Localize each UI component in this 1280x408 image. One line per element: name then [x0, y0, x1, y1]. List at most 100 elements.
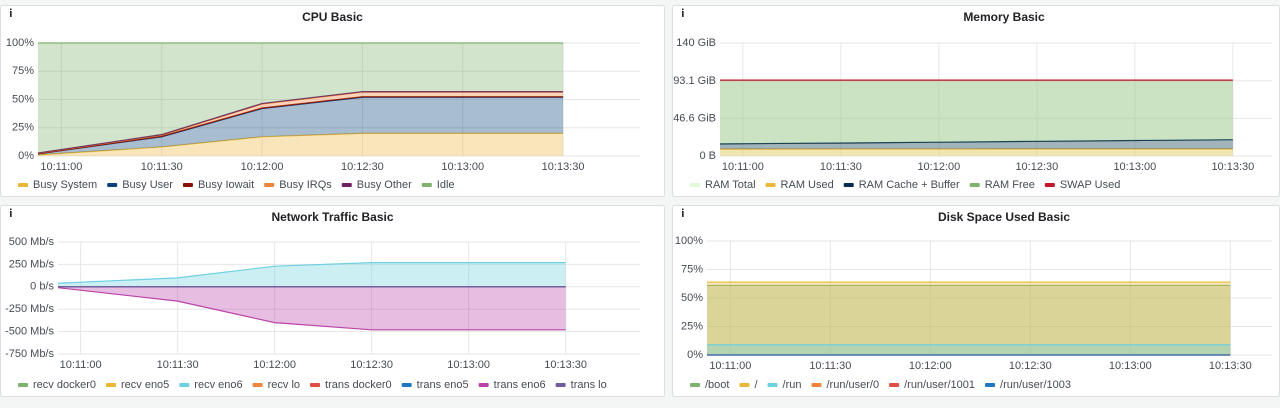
legend-label: trans docker0 [325, 379, 392, 391]
panel: Memory Basic 0 B 46.6 GiB 93.1 GiB 140 GiB 10… [673, 6, 1280, 197]
y-tick-label: 0% [18, 150, 34, 162]
legend-swatch [766, 183, 776, 187]
legend-swatch [812, 383, 822, 387]
legend-label: recv docker0 [33, 379, 96, 391]
panel-title: Memory Basic [963, 10, 1045, 24]
x-tick-label: 10:12:30 [1009, 360, 1052, 372]
panel-title: Disk Space Used Basic [938, 210, 1070, 224]
legend-swatch [183, 183, 193, 187]
legend-label: /run/user/1001 [904, 379, 975, 391]
legend-label: Busy User [122, 179, 173, 191]
area-fill [707, 345, 1230, 355]
legend-label: Idle [437, 179, 455, 191]
y-tick-label: -750 Mb/s [5, 348, 54, 360]
legend-swatch [889, 383, 899, 387]
x-tick-label: 10:13:30 [1209, 360, 1252, 372]
y-tick-label: -500 Mb/s [5, 326, 54, 338]
x-tick-label: 10:12:00 [241, 161, 284, 173]
y-tick-label: 250 Mb/s [9, 258, 55, 270]
x-tick-label: 10:11:30 [141, 161, 183, 173]
x-tick-label: 10:11:00 [722, 161, 764, 173]
legend-swatch [422, 183, 432, 187]
panel-title: Network Traffic Basic [271, 210, 393, 224]
legend-label: trans eno6 [494, 379, 546, 391]
x-tick-label: 10:12:30 [341, 161, 384, 173]
y-tick-label: 25% [12, 122, 34, 134]
legend-label: SWAP Used [1060, 179, 1121, 191]
legend-label: Busy Iowait [198, 179, 254, 191]
info-icon-stem [10, 211, 12, 217]
legend-swatch [844, 183, 854, 187]
legend-label: RAM Cache + Buffer [859, 179, 960, 191]
legend-label: RAM Total [705, 179, 756, 191]
x-tick-label: 10:13:30 [544, 359, 587, 371]
x-tick-label: 10:13:00 [1113, 161, 1156, 173]
y-tick-label: 0% [687, 349, 703, 361]
legend-swatch [402, 383, 412, 387]
y-tick-label: 50% [12, 93, 34, 105]
legend-label: /run/user/1003 [1000, 379, 1071, 391]
y-tick-label: 25% [681, 320, 703, 332]
y-tick-label: 100% [6, 37, 34, 49]
x-tick-label: 10:12:00 [253, 359, 296, 371]
y-tick-label: 0 b/s [30, 281, 54, 293]
legend-swatch [106, 383, 116, 387]
legend-label: RAM Used [781, 179, 834, 191]
legend-swatch [768, 383, 778, 387]
legend-swatch [556, 383, 566, 387]
legend-label: Busy System [33, 179, 97, 191]
legend-swatch [18, 183, 28, 187]
legend-label: trans eno5 [417, 379, 469, 391]
info-icon-dot [10, 208, 12, 210]
x-tick-label: 10:11:30 [820, 161, 862, 173]
x-tick-label: 10:13:30 [542, 161, 585, 173]
area-fill [720, 80, 1233, 144]
info-icon-dot [682, 8, 684, 10]
area-fill [720, 149, 1233, 156]
y-tick-label: 0 B [699, 150, 716, 162]
legend-swatch [690, 383, 700, 387]
x-tick-label: 10:12:00 [917, 161, 960, 173]
legend-swatch [310, 383, 320, 387]
y-tick-label: -250 Mb/s [5, 303, 54, 315]
legend-label: Busy Other [357, 179, 412, 191]
legend-swatch [690, 183, 700, 187]
x-tick-label: 10:11:00 [60, 359, 102, 371]
x-tick-label: 10:11:30 [809, 360, 851, 372]
legend-label: recv eno6 [194, 379, 242, 391]
x-tick-label: 10:12:30 [350, 359, 393, 371]
y-tick-label: 50% [681, 292, 703, 304]
y-tick-label: 75% [681, 263, 703, 275]
y-tick-label: 100% [675, 235, 703, 247]
legend-label: /run/user/0 [827, 379, 880, 391]
legend-swatch [179, 383, 189, 387]
legend-label: trans lo [571, 379, 607, 391]
info-icon-dot [682, 208, 684, 210]
panel-title: CPU Basic [302, 10, 363, 24]
legend-swatch [107, 183, 117, 187]
info-icon-stem [682, 11, 684, 17]
info-icon-stem [682, 211, 684, 217]
legend-label: Busy IRQs [279, 179, 332, 191]
legend-swatch [264, 183, 274, 187]
x-tick-label: 10:13:30 [1211, 161, 1254, 173]
legend-swatch [739, 383, 749, 387]
x-tick-label: 10:11:00 [709, 360, 751, 372]
y-tick-label: 500 Mb/s [9, 236, 55, 248]
legend-swatch [253, 383, 263, 387]
panel: Disk Space Used Basic 0% 25% 50% 75% 100% 10:1… [673, 206, 1280, 397]
info-icon-stem [10, 11, 12, 17]
legend-swatch [18, 383, 28, 387]
legend-label: RAM Free [985, 179, 1035, 191]
x-tick-label: 10:12:00 [909, 360, 952, 372]
area-fill [707, 282, 1230, 355]
legend-swatch [342, 183, 352, 187]
x-tick-label: 10:13:00 [1109, 360, 1152, 372]
legend-label: /boot [705, 379, 729, 391]
legend-swatch [985, 383, 995, 387]
y-tick-label: 93.1 GiB [673, 75, 716, 87]
y-tick-label: 140 GiB [676, 37, 716, 49]
y-tick-label: 46.6 GiB [673, 112, 716, 124]
legend-swatch [970, 183, 980, 187]
